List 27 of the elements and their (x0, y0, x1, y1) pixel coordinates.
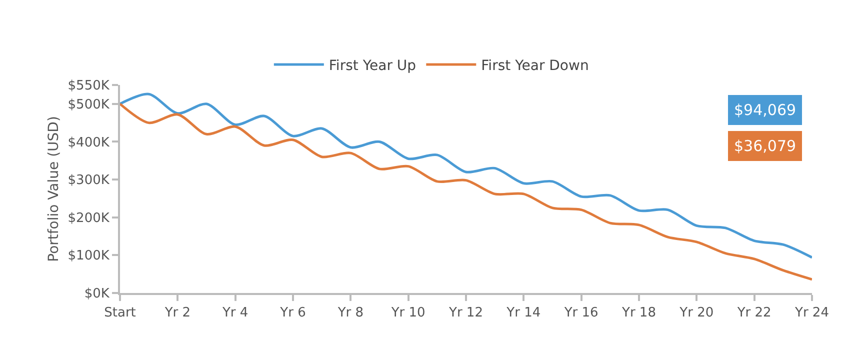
legend-label: First Year Down (481, 58, 589, 74)
line-series (120, 102, 812, 281)
x-tick-label: Yr 24 (794, 306, 829, 321)
x-tick-label: Yr 8 (336, 306, 364, 321)
x-tick-label: Yr 6 (279, 306, 306, 321)
x-tick-label: Start (104, 306, 136, 321)
y-tick-label: $300K (68, 173, 110, 188)
y-tick-label: $500K (68, 97, 110, 112)
annotation: $36,079 (734, 137, 796, 155)
x-tick-label: Yr 2 (164, 306, 191, 321)
y-tick-label: $400K (68, 135, 110, 150)
y-axis-title: Portfolio Value (USD) (46, 116, 62, 262)
x-tick-label: Yr 16 (563, 306, 598, 321)
x-tick-label: Yr 20 (678, 306, 714, 321)
legend-label: First Year Up (328, 58, 416, 74)
y-tick-label: $550K (68, 78, 110, 94)
annotation: $94,069 (734, 101, 796, 119)
y-tick-label: $200K (68, 210, 110, 226)
line-series (120, 92, 812, 259)
x-tick-label: Yr 18 (621, 306, 656, 321)
x-tick-label: Yr 14 (506, 306, 541, 321)
y-tick-label: $0K (84, 286, 110, 302)
y-tick-label: $100K (68, 248, 110, 264)
x-tick-label: Yr 4 (221, 306, 248, 321)
x-tick-label: Yr 10 (390, 306, 426, 321)
x-tick-label: Yr 12 (448, 306, 483, 321)
x-tick-label: Yr 22 (736, 306, 772, 321)
